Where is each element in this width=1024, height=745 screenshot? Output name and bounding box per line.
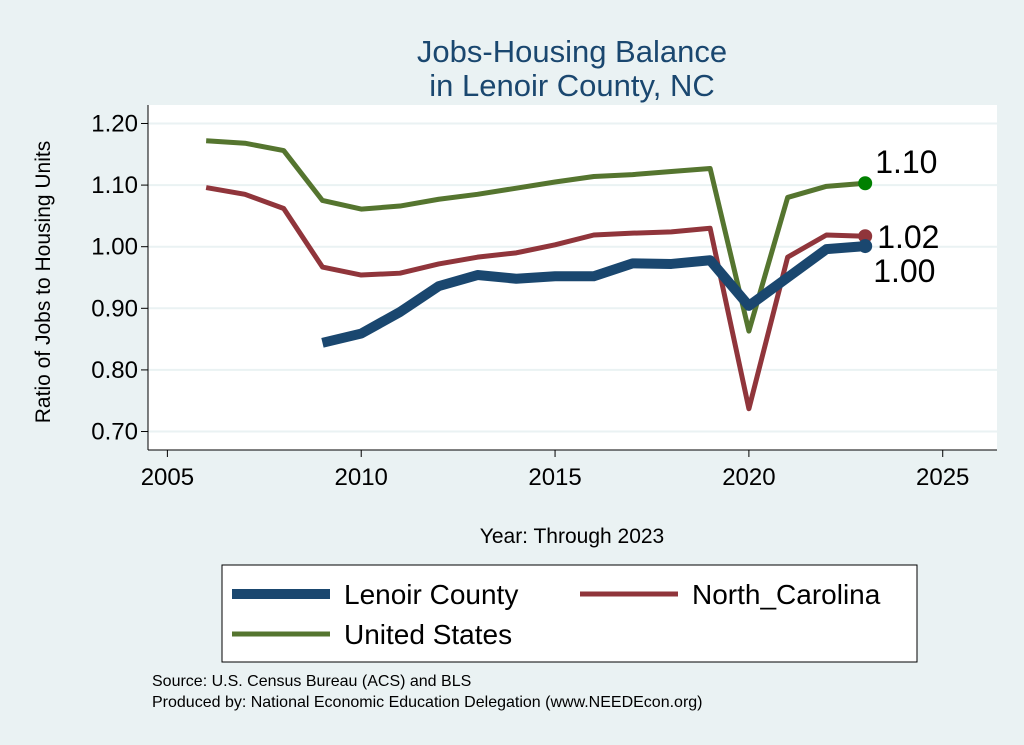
y-tick-label: 1.10 <box>91 172 138 199</box>
x-tick-label: 2015 <box>528 464 581 491</box>
y-tick-label: 0.80 <box>91 357 138 384</box>
series-line-lenoir-county <box>321 241 866 348</box>
x-tick-label: 2005 <box>141 464 194 491</box>
legend <box>221 564 918 663</box>
y-tick-label: 0.90 <box>91 295 138 322</box>
source-note: Source: U.S. Census Bureau (ACS) and BLS <box>152 673 471 690</box>
end-value-label: 1.00 <box>873 253 935 289</box>
chart-title-line1: Jobs-Housing Balance <box>417 34 727 69</box>
end-value-label: 1.10 <box>875 144 937 180</box>
x-tick-label: 2025 <box>916 464 969 491</box>
y-tick-label: 0.70 <box>91 419 138 446</box>
legend-label: Lenoir County <box>344 579 518 610</box>
chart-title-line2: in Lenoir County, NC <box>429 68 714 103</box>
y-axis-label: Ratio of Jobs to Housing Units <box>32 141 55 423</box>
y-tick-label: 1.00 <box>91 234 138 261</box>
series-line-united-states <box>205 138 866 334</box>
end-marker <box>858 239 873 254</box>
series-line-north-carolina <box>205 185 866 412</box>
x-tick-label: 2020 <box>722 464 775 491</box>
y-tick-label: 1.20 <box>91 110 138 137</box>
x-tick-label: 2010 <box>335 464 388 491</box>
end-value-label: 1.02 <box>877 219 939 255</box>
legend-label: United States <box>344 619 512 650</box>
end-marker <box>858 176 873 191</box>
end-marker <box>858 229 873 244</box>
legend-label: North_Carolina <box>692 579 881 610</box>
x-axis-label: Year: Through 2023 <box>480 525 665 548</box>
producer-note: Produced by: National Economic Education… <box>152 694 703 711</box>
